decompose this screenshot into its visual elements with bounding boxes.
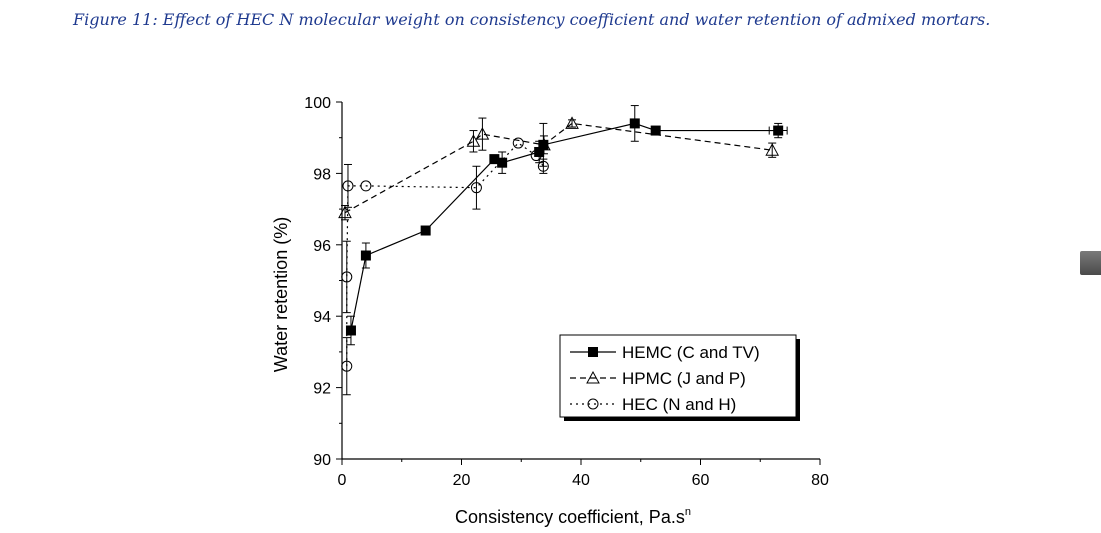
x-tick-label: 0 [338,472,347,489]
data-point [360,250,371,261]
data-point [360,180,372,192]
series-line [350,122,779,331]
data-point [470,182,482,194]
legend-box [559,334,797,418]
data-point [530,150,542,162]
legend-marker [587,398,599,410]
legend-marker [586,370,600,384]
y-tick-label: 100 [304,95,331,112]
data-point [475,127,490,140]
y-tick-label: 98 [313,166,331,183]
legend-label: HPMC (J and P) [622,369,746,388]
data-point [765,143,780,156]
y-tick-label: 90 [313,452,331,469]
y-axis-label: Water retention (%) [271,217,291,372]
side-tab-widget[interactable] [1080,251,1101,275]
legend-label: HEMC (C and TV) [622,343,760,362]
x-axis-label-superscript: n [685,506,691,518]
x-tick-label: 80 [811,472,829,489]
data-point [341,271,353,283]
x-tick-label: 40 [572,472,590,489]
legend-marker [588,347,598,357]
series-line [344,122,773,214]
axes: 0 20 40 60 80 90 92 94 96 98 100 Consistency coeffi… [271,95,829,527]
data-point [565,116,579,129]
data-point [466,134,481,147]
data-point [650,125,661,136]
y-tick-label: 92 [313,381,331,398]
data-point [537,160,549,172]
data-point [341,360,353,372]
y-tick-label: 96 [313,238,331,255]
data-point [338,205,352,219]
data-point [342,180,354,192]
data-point [489,154,500,165]
series-line [346,142,544,367]
figure-caption: Figure 11: Effect of HEC N molecular wei… [73,10,991,29]
x-tick-label: 20 [453,472,471,489]
x-axis-label: Consistency coefficient, Pa.sn [455,506,691,527]
data-point [538,139,549,150]
data-point [537,137,551,151]
data-point [497,157,508,168]
data-point [512,137,524,149]
data-point [629,118,640,129]
data-markers [338,116,784,372]
legend-label: HEC (N and H) [622,395,736,414]
series-lines [344,122,779,367]
data-point [345,325,356,336]
x-tick-label: 60 [692,472,710,489]
y-tick-label: 94 [313,309,331,326]
data-point [420,225,431,236]
legend: HEMC (C and TV) HPMC (J and P) HEC (N and … [559,334,800,421]
data-point [773,125,784,136]
